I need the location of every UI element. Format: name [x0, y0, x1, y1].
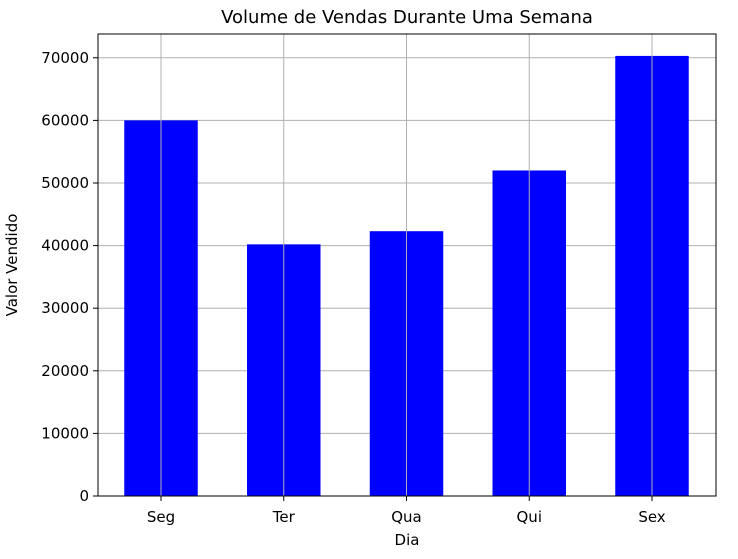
- x-axis-label: Dia: [395, 531, 420, 549]
- x-axis-ticks: Seg Ter Qua Qui Sex: [147, 496, 666, 526]
- y-tick-label: 20000: [41, 362, 89, 380]
- x-tick-label: Sex: [638, 508, 665, 526]
- x-tick-label: Qui: [517, 508, 542, 526]
- x-tick-label: Qua: [391, 508, 422, 526]
- y-tick-label: 60000: [41, 111, 89, 129]
- chart-title: Volume de Vendas Durante Uma Semana: [221, 7, 593, 28]
- vertical-grid-lines: [160, 34, 653, 496]
- y-axis-label: Valor Vendido: [3, 214, 21, 317]
- y-tick-label: 40000: [41, 237, 89, 255]
- x-tick-label: Ter: [272, 508, 296, 526]
- y-tick-label: 70000: [41, 49, 89, 67]
- y-tick-label: 50000: [41, 174, 89, 192]
- x-tick-label: Seg: [147, 508, 175, 526]
- y-tick-label: 10000: [41, 424, 89, 442]
- y-tick-label: 30000: [41, 299, 89, 317]
- y-axis-ticks: 0 10000 20000 30000 40000 50000 60000 70000: [41, 49, 98, 505]
- y-tick-label: 0: [79, 487, 89, 505]
